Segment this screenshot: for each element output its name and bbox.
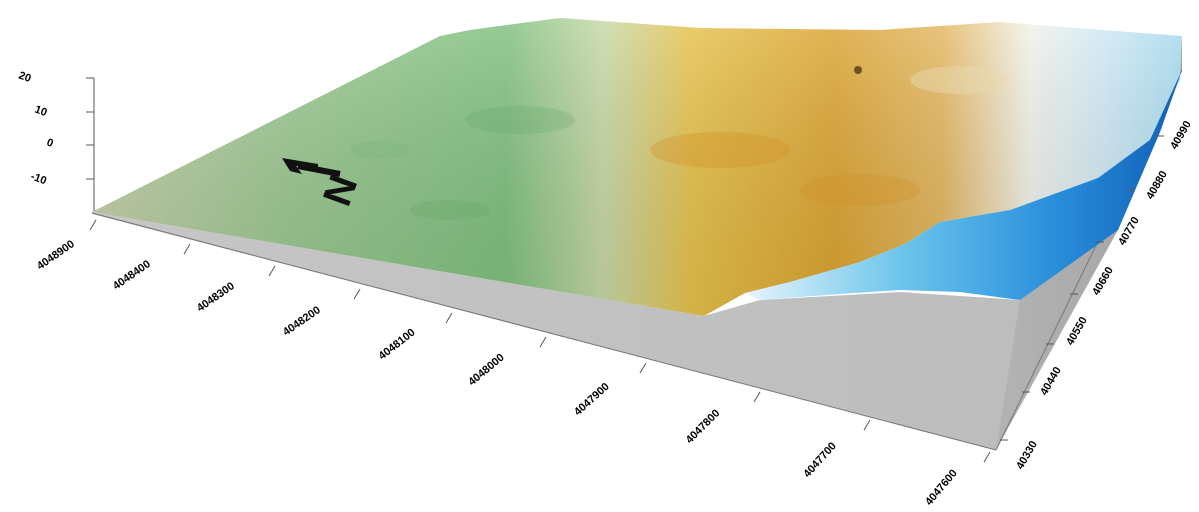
- z-tick-label: 0: [45, 137, 55, 150]
- z-tick-label: 10: [33, 104, 49, 119]
- x-tick-label: 4048100: [376, 327, 417, 363]
- x-tick-label: 4047600: [923, 467, 960, 508]
- terrain-surface: [92, 18, 1182, 316]
- x-tick-label: 4048400: [111, 258, 153, 292]
- z-tick-label: 20: [17, 70, 33, 85]
- x-tick-label: 4047900: [572, 381, 612, 419]
- x-tick-label: 4048200: [281, 304, 323, 338]
- z-tick-label: -10: [29, 171, 48, 188]
- vertical-axis: 20 10 0 -10: [17, 70, 95, 212]
- y-tick-label: 40880: [1144, 169, 1170, 201]
- y-tick-label: 40990: [1168, 119, 1194, 151]
- x-tick-label: 4048300: [195, 280, 237, 314]
- x-tick-label: 4047700: [801, 440, 839, 480]
- y-tick-label: 40330: [1014, 439, 1040, 471]
- x-tick-label: 4048000: [466, 352, 507, 389]
- y-tick-label: 40440: [1038, 365, 1064, 397]
- x-tick-label: 4048900: [35, 238, 77, 272]
- front-wall: [92, 212, 1020, 450]
- x-tick-label: 4047800: [684, 407, 723, 446]
- deep-water-region: [745, 70, 1182, 300]
